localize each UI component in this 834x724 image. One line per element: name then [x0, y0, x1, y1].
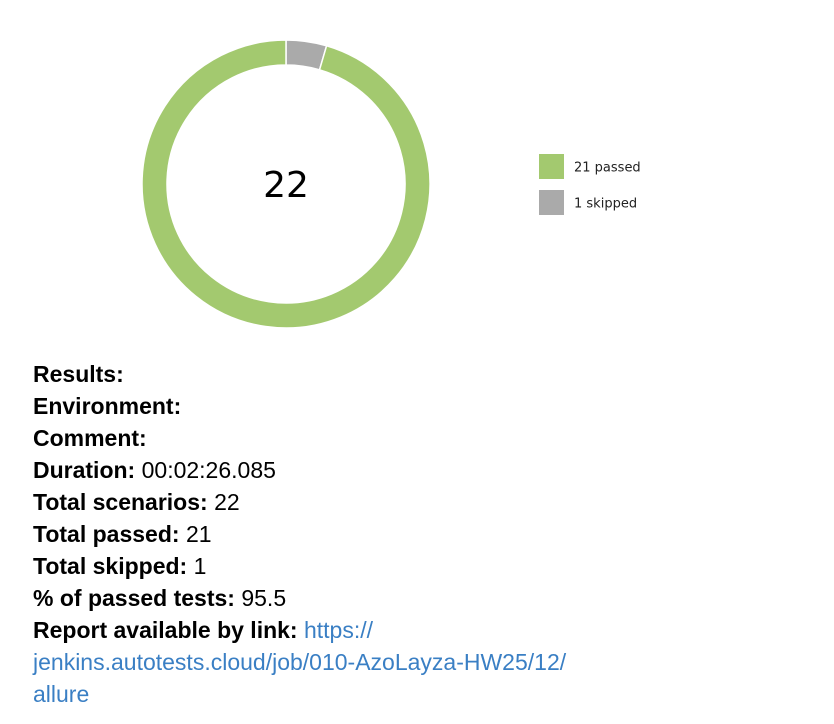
- environment-row: Environment:: [33, 390, 813, 422]
- duration-row: Duration: 00:02:26.085: [33, 454, 813, 486]
- total-passed-value: 21: [185, 521, 212, 547]
- total-skipped-label: Total skipped:: [33, 553, 188, 579]
- center-total-label: 22: [263, 165, 309, 206]
- legend-swatch-1: [539, 190, 564, 215]
- total-scenarios-value: 22: [214, 489, 240, 515]
- legend-swatch-0: [539, 154, 564, 179]
- legend-label-1: 1 skipped: [574, 197, 637, 212]
- allure-donut-chart: 22 21 passed 1 skipped: [0, 0, 834, 345]
- total-scenarios-label: Total scenarios:: [33, 489, 208, 515]
- results-row: Results:: [33, 358, 813, 390]
- percent-passed-row: % of passed tests: 95.5: [33, 582, 813, 614]
- results-label: Results:: [33, 361, 124, 387]
- legend-label-0: 21 passed: [574, 161, 641, 176]
- donut-slices: [141, 39, 431, 329]
- report-link-part1[interactable]: https://: [303, 617, 374, 643]
- report-link-part2[interactable]: jenkins.autotests.cloud/job/010-AzoLayza…: [33, 649, 567, 675]
- report-link-row: Report available by link: https://: [33, 614, 813, 646]
- duration-label: Duration:: [33, 457, 136, 483]
- donut-chart-svg: 22 21 passed 1 skipped: [141, 39, 641, 329]
- total-passed-row: Total passed: 21: [33, 518, 813, 550]
- duration-value: 00:02:26.085: [141, 457, 276, 483]
- total-skipped-value: 1: [193, 553, 207, 579]
- total-passed-label: Total passed:: [33, 521, 180, 547]
- comment-label: Comment:: [33, 425, 147, 451]
- total-scenarios-row: Total scenarios: 22: [33, 486, 813, 518]
- percent-passed-label: % of passed tests:: [33, 585, 235, 611]
- chart-legend: 21 passed 1 skipped: [539, 154, 641, 215]
- results-summary: Results: Environment: Comment: Duration:…: [33, 358, 813, 710]
- report-link-label: Report available by link:: [33, 617, 298, 643]
- report-link-part3[interactable]: allure: [33, 681, 90, 707]
- environment-label: Environment:: [33, 393, 182, 419]
- donut-slice-passed: [141, 39, 431, 329]
- comment-row: Comment:: [33, 422, 813, 454]
- percent-passed-value: 95.5: [241, 585, 287, 611]
- total-skipped-row: Total skipped: 1: [33, 550, 813, 582]
